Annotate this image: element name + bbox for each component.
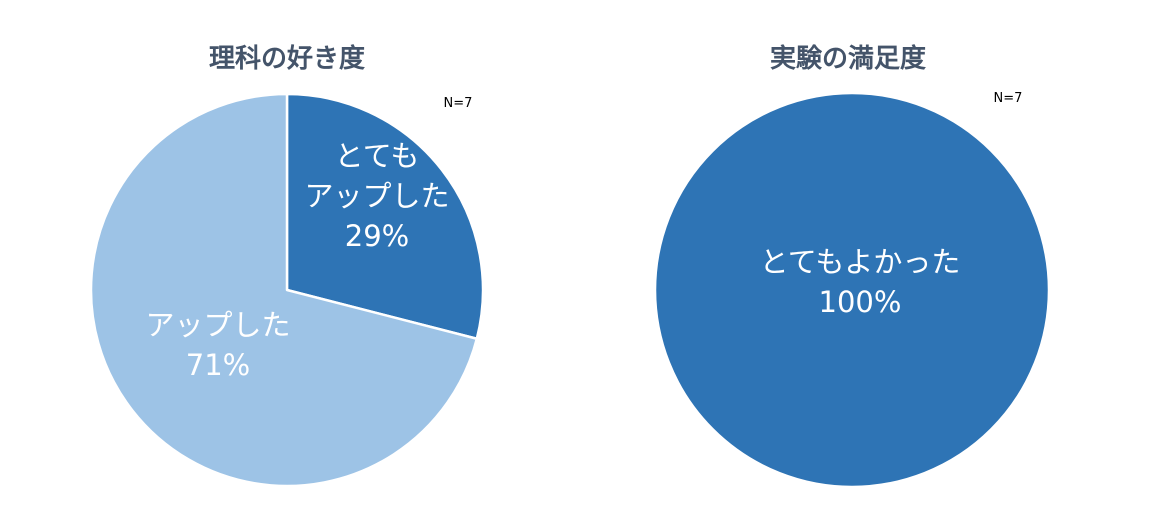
pie-slice-0 — [285, 92, 485, 340]
pie-slices — [653, 91, 1051, 489]
slice-label-1: アップした 71% — [145, 308, 290, 382]
slice-label-0: とてもよかった 100% — [760, 245, 961, 319]
slice-category-label: とてもよかった — [760, 245, 961, 279]
slice-value-label: 100% — [819, 285, 902, 319]
pie-slice-1 — [89, 92, 479, 488]
chart-title: 実験の満足度 — [770, 43, 926, 74]
chart-science-liking: 理科の好き度 N=7 とてもアップした 29% アップした 71% — [89, 43, 485, 488]
chart-experiment-satisfaction: 実験の満足度 N=7 とてもよかった 100% — [653, 43, 1051, 489]
pie-slices — [89, 92, 485, 488]
sample-size-label: N=7 — [444, 96, 473, 111]
sample-size-label: N=7 — [994, 91, 1023, 106]
slice-value-label: 71% — [186, 348, 250, 382]
slice-value-label: 29% — [345, 219, 409, 253]
chart-title: 理科の好き度 — [209, 43, 365, 74]
slice-category-label: とても — [335, 139, 420, 173]
pie-labels: とてもよかった 100% — [760, 245, 961, 319]
slice-category-label: アップした — [304, 179, 449, 213]
slice-category-label: アップした — [145, 308, 290, 342]
slice-label-0: とてもアップした 29% — [304, 139, 449, 253]
pie-labels: とてもアップした 29% アップした 71% — [145, 139, 449, 382]
pie-slice-0 — [653, 91, 1051, 489]
